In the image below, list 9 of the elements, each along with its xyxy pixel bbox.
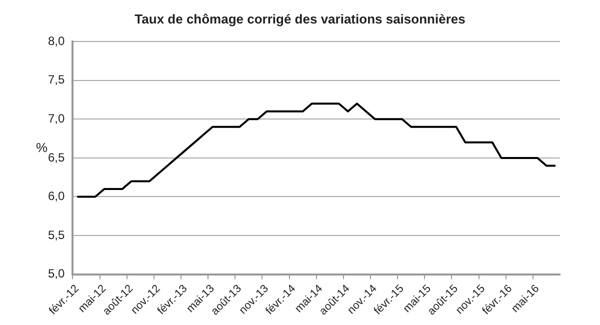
y-tick-label: 7,0 — [48, 111, 65, 126]
y-tick-label: 5,0 — [48, 266, 65, 281]
y-tick-label: 7,5 — [48, 72, 65, 87]
y-axis-title: % — [36, 140, 48, 155]
y-tick-label: 6,5 — [48, 150, 65, 164]
chart-title: Taux de chômage corrigé des variations saisonnières — [134, 11, 466, 26]
y-tick-label: 8,0 — [48, 34, 65, 48]
y-tick-label: 6,0 — [48, 189, 65, 204]
y-tick-label: 5,5 — [48, 228, 65, 242]
